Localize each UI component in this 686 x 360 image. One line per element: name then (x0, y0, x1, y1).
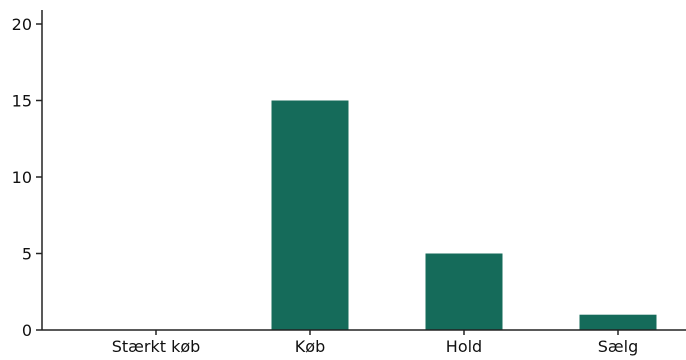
bar-2 (425, 253, 503, 330)
y-tick-label: 0 (22, 321, 32, 340)
x-tick-label: Sælg (598, 337, 638, 356)
y-tick-label: 20 (12, 15, 32, 34)
bars (271, 100, 657, 330)
y-tick-label: 15 (12, 92, 32, 111)
x-tick-label: Køb (295, 337, 325, 356)
y-axis-ticks: 0 5 10 15 20 (12, 15, 42, 340)
x-tick-label: Stærkt køb (112, 337, 201, 356)
y-tick-label: 10 (12, 168, 32, 187)
y-tick-label: 5 (22, 245, 32, 264)
x-tick-label: Hold (446, 337, 482, 356)
x-axis-labels: Stærkt køb Køb Hold Sælg (112, 330, 638, 356)
bar-1 (271, 100, 349, 330)
bar-3 (579, 314, 657, 330)
